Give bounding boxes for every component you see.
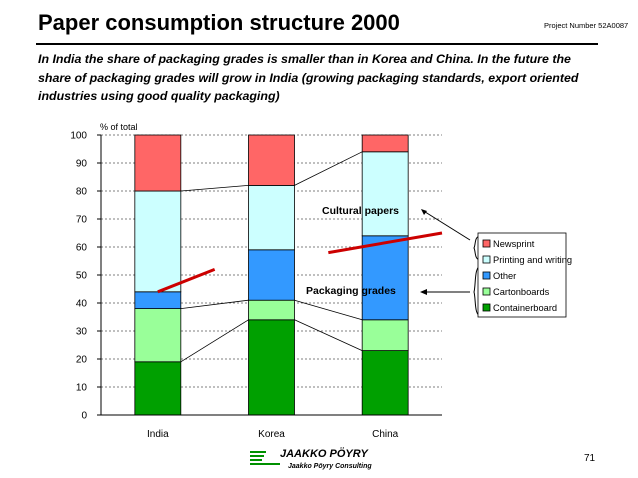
legend: Newsprint Printing and writing Other Carton… xyxy=(477,232,572,318)
bar-china-newsprint xyxy=(361,134,409,153)
bar-india-newsprint xyxy=(134,134,182,192)
bar-china-other xyxy=(361,235,409,321)
logo-text: JAAKKO PÖYRY xyxy=(280,447,369,460)
y-tick-label-20: 20 xyxy=(76,355,88,366)
y-tick-label-60: 60 xyxy=(76,243,88,254)
bar-china-cartonboards xyxy=(361,319,409,351)
project-number: Project Number 52A0087 xyxy=(544,21,629,30)
legend-label-cartonboards: Cartonboards xyxy=(493,287,550,297)
bar-india-containerboard xyxy=(134,361,182,416)
brace-packaging-grades xyxy=(473,265,482,317)
legend-label-containerboard: Containerboard xyxy=(493,303,557,313)
annotation-cultural-papers: Cultural papers xyxy=(322,205,399,217)
trend-lines xyxy=(157,231,443,294)
legend-swatch-containerboard xyxy=(482,303,491,312)
y-tick-label-50: 50 xyxy=(76,271,88,282)
arrow-cultural-papers xyxy=(421,209,471,241)
y-tick-label-30: 30 xyxy=(76,327,88,338)
trend-segment-1 xyxy=(328,231,443,255)
bar-india-cartonboards xyxy=(134,308,182,363)
y-tick-labels: 0 10 20 30 40 50 60 70 80 90 100 xyxy=(70,131,101,422)
connector-printing-and-writing-0 xyxy=(180,185,249,192)
legend-swatch-newsprint xyxy=(482,239,491,248)
page-number: 71 xyxy=(584,453,596,464)
arrowhead-packaging-grades xyxy=(420,289,427,295)
legend-label-printing-and-writing: Printing and writing xyxy=(493,255,572,265)
category-label-china: China xyxy=(372,429,399,440)
annotation-packaging-grades: Packaging grades xyxy=(306,285,396,297)
category-labels: India Korea China xyxy=(147,429,399,440)
bars xyxy=(134,134,409,416)
page-title: Paper consumption structure 2000 xyxy=(38,10,400,35)
connector-containerboard-1 xyxy=(294,319,363,351)
legend-box xyxy=(477,232,567,318)
y-tick-label-40: 40 xyxy=(76,299,88,310)
bar-korea-containerboard xyxy=(248,319,295,416)
y-tick-label-90: 90 xyxy=(76,159,88,170)
connector-printing-and-writing-1 xyxy=(294,151,363,186)
connector-containerboard-0 xyxy=(180,319,249,363)
connector-lines xyxy=(180,151,363,363)
bar-korea-printing-and-writing xyxy=(248,184,295,251)
y-tick-label-70: 70 xyxy=(76,215,88,226)
connector-cartonboards-1 xyxy=(294,299,363,321)
connector-cartonboards-0 xyxy=(180,299,249,309)
bar-korea-newsprint xyxy=(248,134,295,186)
legend-label-newsprint: Newsprint xyxy=(493,239,535,249)
y-tick-label-10: 10 xyxy=(76,383,88,394)
legend-swatch-cartonboards xyxy=(482,287,491,296)
bar-india-printing-and-writing xyxy=(134,190,182,293)
bar-china-containerboard xyxy=(361,350,409,416)
y-tick-label-100: 100 xyxy=(70,131,87,142)
legend-swatch-other xyxy=(482,271,491,280)
bar-china-printing-and-writing xyxy=(361,151,409,237)
category-label-india: India xyxy=(147,429,169,440)
bar-korea-other xyxy=(248,249,295,301)
logo-subtext: Jaakko Pöyry Consulting xyxy=(288,463,372,470)
title-divider xyxy=(36,43,598,45)
y-axis-label: % of total xyxy=(100,122,138,132)
y-tick-label-0: 0 xyxy=(81,411,87,422)
legend-label-other: Other xyxy=(493,271,516,281)
y-tick-label-80: 80 xyxy=(76,187,88,198)
trend-segment-0 xyxy=(157,268,216,294)
brace-cultural-papers xyxy=(473,235,482,261)
subtitle: In India the share of packaging grades i… xyxy=(38,52,579,103)
arrowhead-cultural-papers xyxy=(421,209,427,215)
bar-india-other xyxy=(134,291,182,309)
legend-swatch-printing-and-writing xyxy=(482,255,491,264)
jaakko-poyry-logo: JAAKKO PÖYRY Jaakko Pöyry Consulting xyxy=(250,447,372,470)
category-label-korea: Korea xyxy=(258,429,285,440)
bar-korea-cartonboards xyxy=(248,299,295,321)
